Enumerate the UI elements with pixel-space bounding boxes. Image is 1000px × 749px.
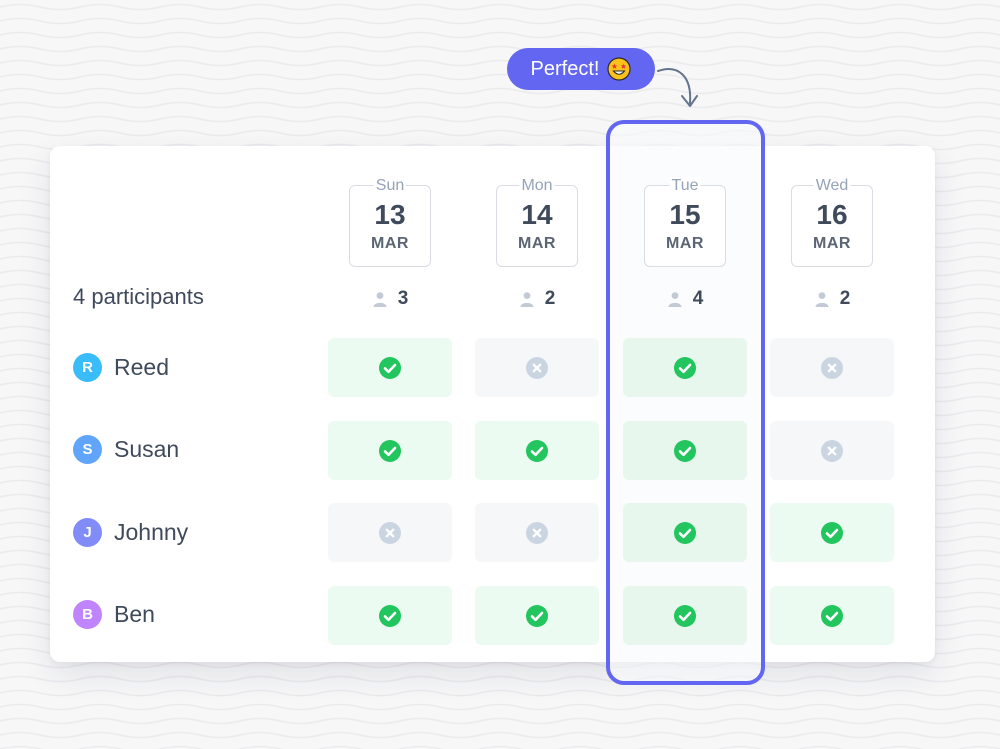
participant-susan: S Susan bbox=[73, 435, 179, 464]
person-icon bbox=[815, 292, 829, 307]
check-circle-icon bbox=[821, 604, 843, 627]
check-circle-icon bbox=[674, 604, 696, 627]
availability-cell-ben-tue[interactable] bbox=[623, 586, 747, 645]
avatar: S bbox=[73, 435, 102, 464]
attendee-count: 2 bbox=[544, 288, 556, 309]
attendee-count: 4 bbox=[692, 288, 704, 309]
date-header-sun: Sun 13 MAR bbox=[349, 177, 431, 267]
attendee-count-tue: 4 bbox=[644, 287, 726, 311]
date-header-mon: Mon 14 MAR bbox=[496, 177, 578, 267]
x-circle-icon bbox=[379, 521, 401, 544]
availability-cell-reed-tue[interactable] bbox=[623, 338, 747, 397]
availability-cell-reed-sun[interactable] bbox=[328, 338, 452, 397]
attendee-count: 2 bbox=[839, 288, 851, 309]
availability-cell-ben-wed[interactable] bbox=[770, 586, 894, 645]
person-icon bbox=[668, 292, 682, 307]
x-circle-icon bbox=[526, 521, 548, 544]
person-icon bbox=[373, 292, 387, 307]
participant-ben: B Ben bbox=[73, 600, 155, 629]
day-of-week: Sun bbox=[373, 177, 407, 195]
availability-cell-susan-sun[interactable] bbox=[328, 421, 452, 480]
day-number: 15 bbox=[669, 199, 701, 230]
check-circle-icon bbox=[379, 604, 401, 627]
check-circle-icon bbox=[379, 356, 401, 379]
availability-cell-ben-sun[interactable] bbox=[328, 586, 452, 645]
availability-cell-reed-mon[interactable] bbox=[475, 338, 599, 397]
star-struck-face-icon bbox=[607, 57, 632, 81]
day-of-week: Tue bbox=[669, 177, 701, 195]
callout-text: Perfect! bbox=[530, 57, 600, 80]
day-of-week: Wed bbox=[813, 177, 851, 195]
month-label: MAR bbox=[666, 235, 704, 252]
participant-name: Johnny bbox=[114, 519, 189, 545]
check-circle-icon bbox=[526, 439, 548, 462]
month-label: MAR bbox=[813, 235, 851, 252]
attendee-count: 3 bbox=[397, 288, 409, 309]
date-header-wed: Wed 16 MAR bbox=[791, 177, 873, 267]
availability-cell-johnny-wed[interactable] bbox=[770, 503, 894, 562]
participant-reed: R Reed bbox=[73, 353, 169, 382]
avatar: J bbox=[73, 518, 102, 547]
check-circle-icon bbox=[821, 521, 843, 544]
attendee-count-wed: 2 bbox=[791, 287, 873, 311]
x-circle-icon bbox=[821, 356, 843, 379]
participant-name: Susan bbox=[114, 436, 180, 462]
check-circle-icon bbox=[526, 604, 548, 627]
avatar: B bbox=[73, 600, 102, 629]
availability-cell-susan-wed[interactable] bbox=[770, 421, 894, 480]
check-circle-icon bbox=[674, 439, 696, 462]
day-number: 14 bbox=[521, 199, 553, 230]
x-circle-icon bbox=[821, 439, 843, 462]
availability-cell-ben-mon[interactable] bbox=[475, 586, 599, 645]
availability-cell-susan-tue[interactable] bbox=[623, 421, 747, 480]
participant-johnny: J Johnny bbox=[73, 518, 188, 547]
x-circle-icon bbox=[526, 356, 548, 379]
day-number: 13 bbox=[374, 199, 406, 230]
attendee-count-sun: 3 bbox=[349, 287, 431, 311]
availability-cell-johnny-tue[interactable] bbox=[623, 503, 747, 562]
availability-cell-johnny-mon[interactable] bbox=[475, 503, 599, 562]
day-number: 16 bbox=[816, 199, 848, 230]
availability-cell-reed-wed[interactable] bbox=[770, 338, 894, 397]
month-label: MAR bbox=[518, 235, 556, 252]
person-icon bbox=[520, 292, 534, 307]
callout-arrow-icon bbox=[657, 68, 698, 107]
availability-cell-susan-mon[interactable] bbox=[475, 421, 599, 480]
month-label: MAR bbox=[371, 235, 409, 252]
participant-name: Ben bbox=[114, 601, 155, 627]
participant-name: Reed bbox=[114, 354, 169, 380]
perfect-callout: Perfect! bbox=[507, 48, 655, 90]
day-of-week: Mon bbox=[519, 177, 555, 195]
check-circle-icon bbox=[379, 439, 401, 462]
check-circle-icon bbox=[674, 356, 696, 379]
schedule-card bbox=[50, 146, 935, 662]
date-header-tue: Tue 15 MAR bbox=[644, 177, 726, 267]
availability-cell-johnny-sun[interactable] bbox=[328, 503, 452, 562]
avatar: R bbox=[73, 353, 102, 382]
check-circle-icon bbox=[674, 521, 696, 544]
attendee-count-mon: 2 bbox=[496, 287, 578, 311]
participants-count-label: 4 participants bbox=[73, 284, 204, 309]
